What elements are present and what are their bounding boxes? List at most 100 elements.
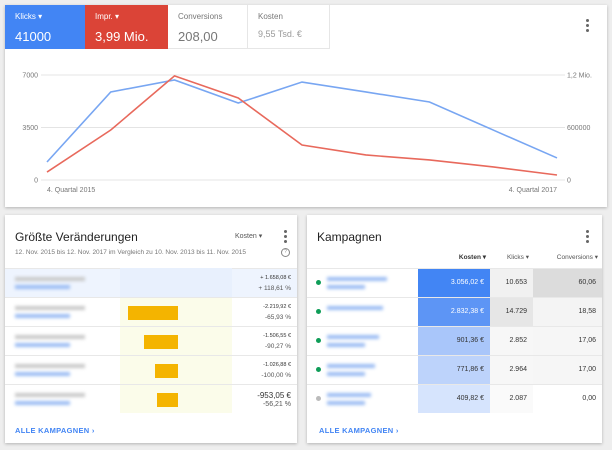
x-tick-label: 4. Quartal 2017 xyxy=(509,187,557,194)
change-row[interactable]: -1.506,55 € -90,27 % xyxy=(5,326,297,356)
change-percent: -90,27 % xyxy=(264,343,291,350)
change-bar xyxy=(144,335,178,349)
header-label: Conversions xyxy=(556,254,593,261)
table-cell: 2.964 xyxy=(490,356,533,384)
campaign-name-blurred[interactable] xyxy=(327,277,387,281)
y-tick-label: 0 xyxy=(34,178,38,185)
metric-tab[interactable]: Conversions 208,00 xyxy=(168,5,248,49)
metric-label: Klicks xyxy=(15,12,36,21)
row-divider xyxy=(307,384,602,385)
change-percent: -65,93 % xyxy=(264,314,291,321)
campaign-name-blurred xyxy=(15,314,70,318)
status-dot xyxy=(316,396,321,401)
x-tick-label: 4. Quartal 2015 xyxy=(47,187,95,194)
column-header[interactable]: Conversions ▾ xyxy=(556,254,598,261)
table-cell: 0,00 xyxy=(533,385,602,413)
column-header[interactable]: Klicks ▾ xyxy=(506,254,529,261)
series-line xyxy=(46,74,558,176)
table-cell: 901,36 € xyxy=(418,327,490,355)
metric-tab[interactable]: Klicks ▾ 41000 xyxy=(5,5,85,49)
column-header[interactable]: Kosten ▾ xyxy=(458,254,486,261)
table-cell: 10.653 xyxy=(490,269,533,297)
campaign-name-blurred xyxy=(15,343,70,347)
table-cell: 17,06 xyxy=(533,327,602,355)
campaign-name-blurred xyxy=(15,306,85,310)
metric-value: 9,55 Tsd. € xyxy=(258,29,302,39)
header-label: Klicks xyxy=(506,254,524,261)
campaign-name-blurred[interactable] xyxy=(327,393,371,397)
menu-button[interactable] xyxy=(586,230,589,245)
metric-tab[interactable]: Kosten 9,55 Tsd. € xyxy=(248,5,330,49)
row-divider xyxy=(307,297,602,298)
all-campaigns-link[interactable]: ALLE KAMPAGNEN › xyxy=(319,426,399,435)
campaign-name-blurred[interactable] xyxy=(327,306,383,310)
campaign-name-blurred[interactable] xyxy=(327,364,375,368)
card-title: Größte Veränderungen xyxy=(15,230,138,244)
campaign-name-blurred xyxy=(15,401,70,405)
status-dot xyxy=(316,367,321,372)
campaign-name-blurred[interactable] xyxy=(327,335,379,339)
change-bar xyxy=(154,364,178,378)
table-cell: 2.832,38 € xyxy=(418,298,490,326)
row-divider xyxy=(307,268,602,269)
change-bar xyxy=(128,306,178,320)
change-row[interactable]: -1.026,88 € -100,00 % xyxy=(5,355,297,385)
metric-value: 208,00 xyxy=(178,29,218,44)
metric-label: Conversions xyxy=(178,12,223,21)
change-percent: + 118,61 % xyxy=(258,285,291,292)
bar-cell-bg xyxy=(120,268,232,297)
y2-tick-label: 600000 xyxy=(567,125,590,132)
table-cell: 2.087 xyxy=(490,385,533,413)
change-value: -2.219,92 € xyxy=(263,304,291,310)
status-dot xyxy=(316,280,321,285)
table-cell: 409,82 € xyxy=(418,385,490,413)
sort-label: Kosten xyxy=(235,233,257,240)
changes-card: Größte Veränderungen Kosten ▾ 12. Nov. 2… xyxy=(5,215,297,443)
menu-button[interactable] xyxy=(586,19,589,34)
table-cell: 2.852 xyxy=(490,327,533,355)
metric-value: 41000 xyxy=(15,29,52,44)
change-bar xyxy=(156,393,178,407)
change-value: -953,05 € xyxy=(257,391,291,400)
metric-label: Impr. xyxy=(95,12,113,21)
y2-tick-label: 1,2 Mio. xyxy=(567,73,592,80)
card-title: Kampagnen xyxy=(317,230,382,244)
change-percent: -100,00 % xyxy=(261,372,291,379)
table-cell: 17,00 xyxy=(533,356,602,384)
table-cell: 18,58 xyxy=(533,298,602,326)
help-icon[interactable]: ? xyxy=(281,248,290,257)
sort-dropdown[interactable]: Kosten ▾ xyxy=(235,233,263,240)
status-dot xyxy=(316,338,321,343)
metric-label: Kosten xyxy=(258,12,283,21)
campaign-name-blurred xyxy=(15,364,85,368)
change-value: + 1.658,08 € xyxy=(260,275,291,281)
table-cell: 3.056,02 € xyxy=(418,269,490,297)
row-divider xyxy=(307,326,602,327)
y-tick-label: 3500 xyxy=(22,125,38,132)
campaign-name-blurred xyxy=(15,393,85,397)
change-row[interactable]: -953,05 € -56,21 % xyxy=(5,384,297,414)
menu-button[interactable] xyxy=(284,230,287,245)
link-label: ALLE KAMPAGNEN xyxy=(15,426,90,435)
campaign-name-blurred xyxy=(15,372,70,376)
y-tick-label: 7000 xyxy=(22,73,38,80)
y2-tick-label: 0 xyxy=(567,178,571,185)
campaigns-table: Kosten ▾ Klicks ▾ Conversions ▾ 3.056,02 €1… xyxy=(307,248,602,413)
card-subtitle: 12. Nov. 2015 bis 12. Nov. 2017 im Vergl… xyxy=(15,249,247,256)
metric-tab[interactable]: Impr. ▾ 3,99 Mio. xyxy=(85,5,168,49)
table-cell: 771,86 € xyxy=(418,356,490,384)
row-divider xyxy=(307,355,602,356)
campaign-name-blurred xyxy=(327,285,365,289)
link-label: ALLE KAMPAGNEN xyxy=(319,426,394,435)
campaign-name-blurred xyxy=(327,343,365,347)
campaign-name-blurred xyxy=(15,335,85,339)
change-percent: -56,21 % xyxy=(262,401,291,408)
campaign-name-blurred xyxy=(15,277,85,281)
campaign-name-blurred xyxy=(327,401,365,405)
campaign-name-blurred xyxy=(15,285,70,289)
campaign-name-blurred xyxy=(327,372,365,376)
change-row[interactable]: -2.219,92 € -65,93 % xyxy=(5,297,297,327)
metric-value: 3,99 Mio. xyxy=(95,29,149,44)
all-campaigns-link[interactable]: ALLE KAMPAGNEN › xyxy=(15,426,95,435)
